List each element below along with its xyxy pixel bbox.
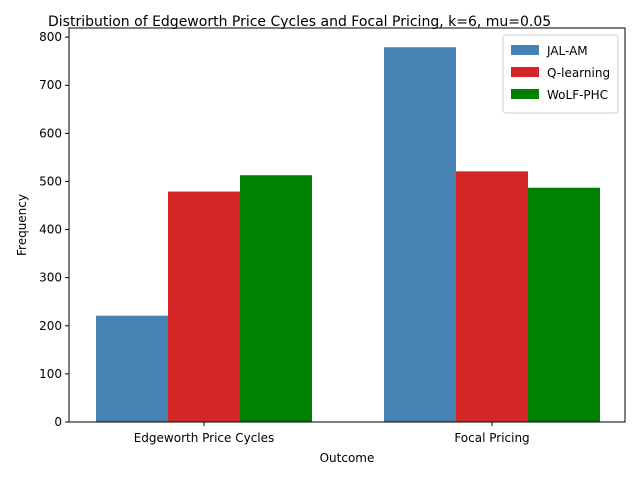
bar xyxy=(168,191,240,422)
y-tick-label: 0 xyxy=(54,415,62,429)
bar xyxy=(528,187,600,422)
bar xyxy=(456,171,528,422)
bar xyxy=(240,175,312,422)
legend-label: WoLF-PHC xyxy=(547,88,608,102)
plot-frame xyxy=(68,27,626,423)
y-tick-label: 400 xyxy=(39,223,62,237)
y-tick-label: 100 xyxy=(39,367,62,381)
bar xyxy=(384,47,456,422)
x-tick-label: Focal Pricing xyxy=(454,431,529,445)
y-tick-label: 800 xyxy=(39,30,62,44)
bar xyxy=(96,315,168,422)
legend-label: JAL-AM xyxy=(546,44,588,58)
chart-title: Distribution of Edgeworth Price Cycles a… xyxy=(48,14,551,30)
legend-swatch xyxy=(511,45,539,55)
y-tick-label: 200 xyxy=(39,319,62,333)
x-tick-label: Edgeworth Price Cycles xyxy=(134,431,275,445)
y-tick-label: 700 xyxy=(39,78,62,92)
legend-swatch xyxy=(511,89,539,99)
legend: JAL-AM Q-learning WoLF-PHC xyxy=(502,34,619,114)
x-axis: Edgeworth Price Cycles Focal Pricing xyxy=(134,422,530,445)
legend-label: Q-learning xyxy=(547,66,610,80)
y-tick-label: 500 xyxy=(39,174,62,188)
bars-layer xyxy=(96,47,600,422)
legend-swatch xyxy=(511,67,539,77)
y-axis-title: Frequency xyxy=(15,194,29,256)
y-axis: 0 100 200 300 400 500 600 700 800 xyxy=(39,30,69,429)
y-tick-label: 600 xyxy=(39,126,62,140)
x-axis-title: Outcome xyxy=(320,451,375,465)
y-tick-label: 300 xyxy=(39,271,62,285)
